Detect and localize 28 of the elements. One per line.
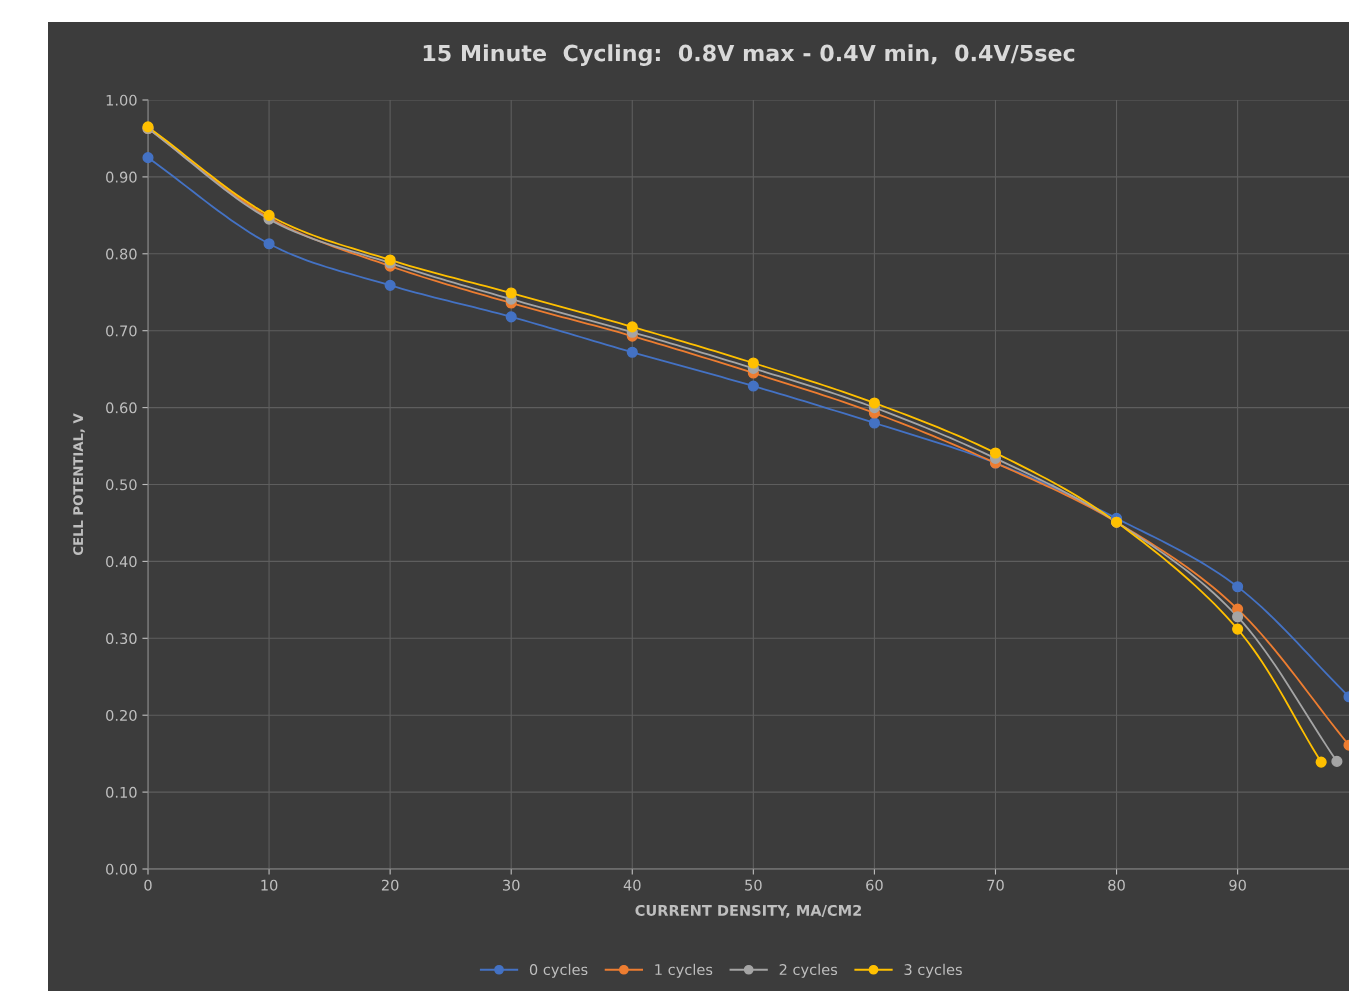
x-tick-label: 0 bbox=[144, 879, 152, 891]
x-tick-label: 90 bbox=[1229, 879, 1246, 891]
x-tick-label: 80 bbox=[1108, 879, 1125, 891]
y-tick-label: 0.10 bbox=[106, 786, 137, 798]
y-tick-label: 1.00 bbox=[106, 94, 137, 106]
y-tick-label: 0.50 bbox=[106, 479, 137, 491]
y-tick-label: 0.30 bbox=[106, 633, 137, 645]
x-axis-title: CURRENT DENSITY, MA/CM2 bbox=[635, 904, 862, 918]
x-tick-label: 40 bbox=[623, 879, 641, 891]
x-tick-label: 30 bbox=[503, 879, 520, 891]
x-tick-label: 50 bbox=[745, 879, 762, 891]
legend-label: 0 cycles bbox=[529, 963, 588, 978]
y-tick-label: 0.00 bbox=[106, 863, 137, 875]
x-tick-label: 10 bbox=[261, 879, 278, 891]
y-tick-label: 0.40 bbox=[106, 556, 137, 568]
legend-label: 2 cycles bbox=[779, 963, 838, 978]
y-tick-label: 0.20 bbox=[106, 709, 137, 721]
y-tick-label: 0.60 bbox=[106, 402, 137, 414]
x-tick-label: 60 bbox=[866, 879, 883, 891]
y-axis-title: CELL POTENTIAL, V bbox=[73, 413, 85, 556]
y-tick-label: 0.90 bbox=[106, 171, 137, 183]
y-tick-label: 0.80 bbox=[106, 248, 137, 260]
legend-label: 1 cycles bbox=[655, 963, 713, 978]
x-tick-label: 20 bbox=[381, 879, 399, 891]
y-tick-label: 0.70 bbox=[106, 325, 137, 337]
x-tick-label: 70 bbox=[987, 879, 1004, 891]
legend-label: 3 cycles bbox=[904, 963, 962, 978]
chart-title: 15 Minute Cycling: 0.8V max - 0.4V min, 0.4V/5sec bbox=[423, 44, 1075, 66]
